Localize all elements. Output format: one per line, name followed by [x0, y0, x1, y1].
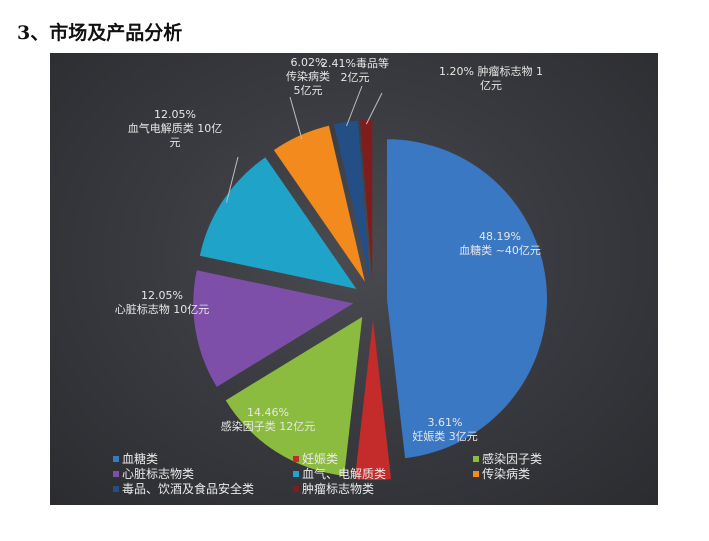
slice-4-wedge	[193, 270, 354, 387]
slice-1-data-label: 48.19%血糖类 ~40亿元	[459, 230, 541, 257]
legend-item-1: 血糖类	[113, 451, 158, 466]
section-heading: 3、市场及产品分析	[17, 22, 183, 44]
legend-label-5: 血气、电解质类	[302, 466, 386, 481]
legend-swatch-7	[113, 486, 119, 492]
legend-swatch-6	[473, 471, 479, 477]
slice-3-wedge	[225, 316, 363, 476]
legend-label-2: 妊娠类	[302, 452, 338, 466]
slice-8-wedge	[360, 120, 373, 281]
legend-item-2: 妊娠类	[293, 452, 338, 466]
legend-label-4: 心脏标志物类	[122, 466, 194, 481]
chart-panel: 48.19%血糖类 ~40亿元 3.61%妊娠类 3亿元 14.46%感染因子类 1…	[50, 53, 658, 505]
slice-6-leader-line	[289, 96, 303, 140]
legend-label-6: 传染病类	[482, 466, 530, 481]
pie-chart: 48.19%血糖类 ~40亿元 3.61%妊娠类 3亿元 14.46%感染因子类 1…	[113, 56, 547, 496]
legend-label-1: 血糖类	[122, 451, 158, 466]
legend-swatch-1	[113, 456, 119, 462]
legend-swatch-4	[113, 471, 119, 477]
slice-1-wedge	[386, 139, 547, 459]
legend-swatch-3	[473, 456, 479, 462]
legend-swatch-8	[293, 486, 299, 492]
slice-6-data-label: 6.02%传染病类 5亿元	[286, 56, 330, 97]
slice-4-data-label: 12.05%心脏标志物 10亿元	[115, 289, 210, 316]
legend-item-6: 传染病类	[473, 466, 530, 481]
slice-3-data-label: 14.46%感染因子类 12亿元	[221, 406, 316, 433]
slice-7-wedge	[334, 120, 370, 281]
slice-6-wedge	[273, 125, 365, 282]
legend-swatch-5	[293, 471, 299, 477]
legend-swatch-2	[293, 456, 299, 462]
slice-5-leader-line	[225, 156, 239, 203]
legend-label-7: 毒品、饮酒及食品安全类	[122, 481, 254, 496]
slice-8-data-label: 1.20% 肿瘤标志物 1 亿元	[439, 64, 543, 92]
legend-item-7: 毒品、饮酒及食品安全类	[113, 481, 254, 496]
slice-8-leader-line	[365, 92, 383, 125]
slice-5-wedge	[199, 157, 357, 289]
slice-2-wedge	[354, 320, 392, 480]
slice-5-data-label: 12.05%血气电解质类 10亿元	[128, 108, 223, 149]
legend-label-3: 感染因子类	[482, 451, 542, 466]
legend-label-8: 肿瘤标志物类	[302, 481, 374, 496]
legend-item-3: 感染因子类	[473, 451, 542, 466]
slice-2-data-label: 3.61%妊娠类 3亿元	[412, 416, 478, 443]
legend-item-8: 肿瘤标志物类	[293, 481, 374, 496]
slice-7-data-label: 2.41%毒品等 2亿元	[321, 56, 389, 84]
slice-7-leader-line	[346, 85, 363, 127]
legend-item-5: 血气、电解质类	[293, 466, 386, 481]
legend-item-4: 心脏标志物类	[113, 466, 194, 481]
